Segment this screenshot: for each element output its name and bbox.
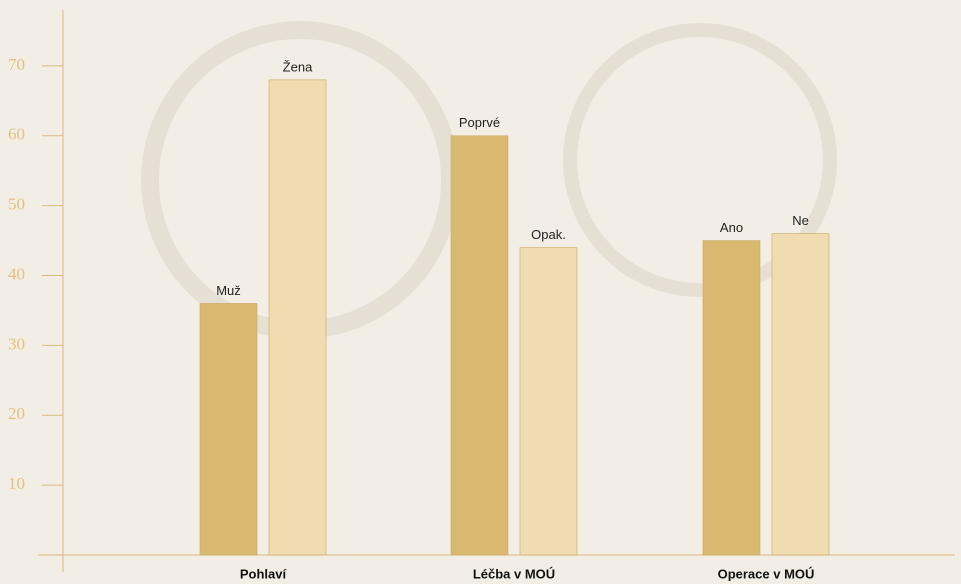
bar-label: Poprvé [459, 115, 500, 130]
bar [702, 240, 761, 556]
y-tick-label: 40 [8, 264, 25, 283]
bar-label: Ano [720, 220, 743, 235]
x-tick-label: Léčba v MOÚ [473, 566, 555, 581]
bar [199, 303, 258, 556]
x-tick-label: Operace v MOÚ [718, 566, 815, 581]
y-tick-label: 30 [8, 334, 25, 353]
bar [450, 135, 509, 556]
y-tick-label: 20 [8, 404, 25, 423]
y-tick-label: 10 [8, 474, 25, 493]
bar-label: Žena [283, 59, 313, 74]
bar-label: Muž [216, 283, 241, 298]
y-tick-label: 50 [8, 195, 25, 214]
bar [519, 247, 578, 556]
bar [268, 79, 327, 556]
y-tick-label: 60 [8, 125, 25, 144]
x-tick-label: Pohlaví [240, 566, 287, 581]
bar-label: Ne [792, 213, 809, 228]
bar [771, 233, 830, 556]
y-tick-label: 70 [8, 55, 25, 74]
watermark [563, 23, 837, 297]
bar-label: Opak. [531, 227, 566, 242]
